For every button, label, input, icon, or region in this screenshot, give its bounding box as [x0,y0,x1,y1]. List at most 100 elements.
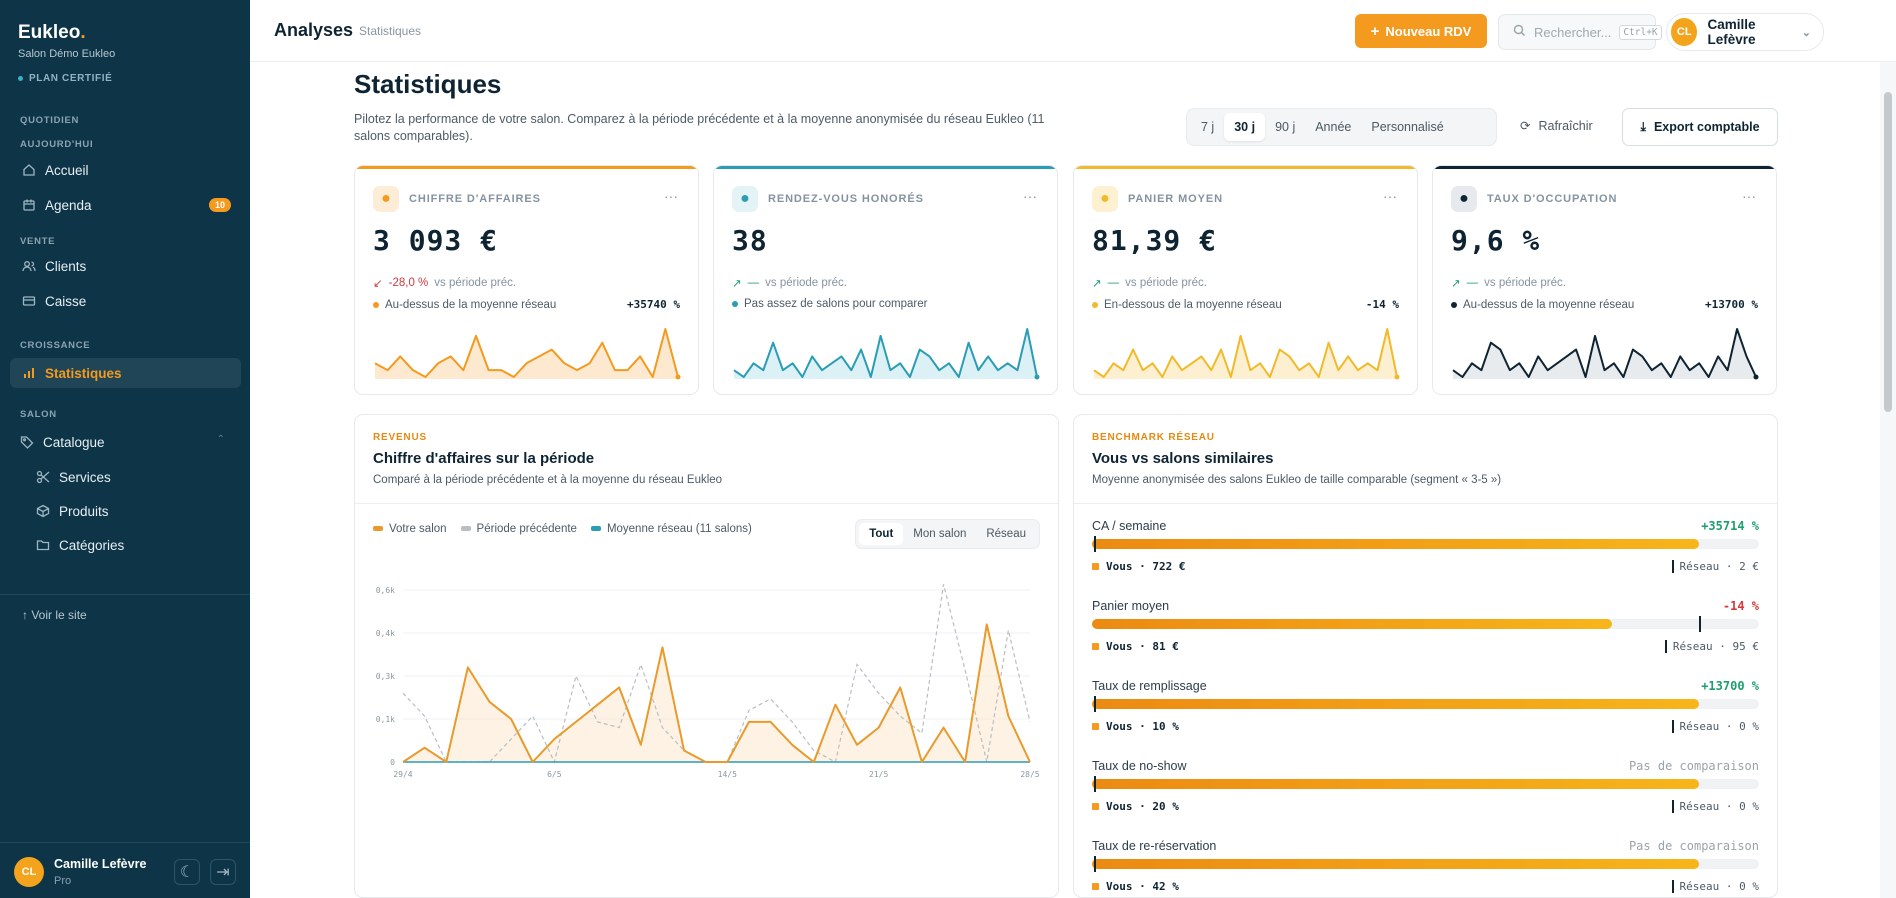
user-menu[interactable]: CL Camille Lefèvre ⌄ [1666,13,1824,51]
card-accent [1074,166,1417,169]
sidebar-item-services[interactable]: Services [24,462,241,492]
reseau-value: Réseau · 0 % [1671,720,1759,733]
panel-title: Chiffre d'affaires sur la période [373,450,595,467]
sidebar-item-label: Agenda [45,197,92,213]
period-option[interactable]: 30 j [1224,113,1266,141]
status-dot [1451,301,1457,308]
divider [1074,503,1777,504]
kpi-vs: vs période préc. [1125,277,1207,289]
status-dot [732,301,738,307]
series-line-periode-precedente [402,584,1031,764]
sidebar-item-categories[interactable]: Catégories [24,530,241,560]
logout-icon: ⇥ [216,864,230,881]
y-tick-label: 0,3k [376,672,395,681]
network-marker [1094,856,1096,872]
progress-track [1092,536,1759,552]
sparkline [1452,328,1759,380]
sparkline-area [1453,329,1756,379]
kpi-value: 9,6 % [1451,224,1541,257]
sidebar-item-label: Services [59,469,111,485]
plus-icon: + [1370,22,1380,40]
dark-mode-button[interactable]: ☾ [174,859,200,885]
kpi-card: ● PANIER MOYEN ··· 81,39 € ↗ — vs période … [1073,165,1418,395]
card-accent [714,166,1057,169]
kpi-vs: vs période préc. [1484,277,1566,289]
kpi-label: PANIER MOYEN [1128,193,1223,205]
new-appointment-button[interactable]: + Nouveau RDV [1355,14,1487,48]
sidebar-item-statistiques[interactable]: Statistiques [10,358,241,388]
kpi-delta: — [1107,277,1120,289]
metric-delta: +35714 % [1701,519,1759,533]
export-button[interactable]: ⤓ Export comptable [1622,108,1778,146]
kpi-label: CHIFFRE D'AFFAIRES [409,193,541,205]
bar-chart-icon [22,366,36,380]
period-option[interactable]: Personnalisé [1371,120,1444,134]
sparkline-line [733,328,1038,378]
sidebar-item-catalogue[interactable]: Catalogue ⌃ [8,427,239,457]
download-icon: ⤓ [1640,119,1646,134]
view-site-link[interactable]: ↑ Voir le site [22,608,87,622]
section-salon: SALON [20,409,57,420]
section-quotidien: QUOTIDIEN [20,115,80,126]
period-option[interactable]: 90 j [1275,120,1296,134]
panel-subtitle: Moyenne anonymisée des salons Eukleo de … [1092,474,1502,486]
series-tab[interactable]: Mon salon [913,528,967,540]
more-icon[interactable]: ··· [1742,188,1756,204]
period-option[interactable]: 7 j [1201,120,1215,134]
logout-button[interactable]: ⇥ [210,859,236,885]
y-tick-label: 0,1k [376,715,395,724]
avatar[interactable]: CL [14,857,44,887]
benchmark-percent: -14 % [1365,298,1399,311]
agenda-count-badge: 10 [208,198,231,212]
sidebar-item-label: Produits [59,503,109,519]
status-dot [1092,301,1098,308]
sidebar-item-label: Catalogue [43,434,105,450]
vous-value: Vous · 81 € [1092,640,1179,653]
sidebar-item-produits[interactable]: Produits [24,496,241,526]
benchmark-row: Taux de no-show Pas de comparaison Vous … [1092,759,1759,839]
vous-value: Vous · 20 % [1092,800,1179,813]
more-icon[interactable]: ··· [1023,188,1037,204]
reseau-value: Réseau · 0 % [1671,800,1759,813]
sidebar-item-clients[interactable]: Clients [10,251,241,281]
sidebar-item-label: Accueil [45,162,89,178]
kpi-card: ● RENDEZ-VOUS HONORÉS ··· 38 ↗ — vs périod… [713,165,1058,395]
cup-icon: ● [1092,186,1118,212]
section-croissance: CROISSANCE [20,340,91,351]
kpi-value: 3 093 € [373,224,499,257]
more-icon[interactable]: ··· [664,188,678,204]
scrollbar[interactable] [1880,62,1896,898]
metric-delta: +13700 % [1701,679,1759,693]
sidebar-item-caisse[interactable]: Caisse [10,286,241,316]
sparkline-line [1093,328,1398,378]
benchmark-text: Au-dessus de la moyenne réseau [1463,298,1635,311]
metric-delta: Pas de comparaison [1628,839,1759,853]
salon-name: Salon Démo Eukleo [18,48,116,60]
benchmark-percent: +35740 % [627,298,680,311]
sparkline-end-dot [1034,374,1040,380]
vous-value: Vous · 722 € [1092,560,1185,573]
sidebar-item-agenda[interactable]: Agenda 10 [10,190,241,220]
y-tick-label: 0,4k [376,629,395,638]
x-tick-label: 21/5 [869,770,888,779]
x-tick-label: 6/5 [547,770,562,779]
sparkline-area [375,329,678,379]
sidebar-item-label: Statistiques [45,365,122,381]
series-tab[interactable]: Réseau [986,528,1026,540]
folder-icon [36,538,50,552]
status-dot [373,301,379,308]
sidebar-item-label: Caisse [45,293,87,309]
refresh-button[interactable]: ⟳ Rafraîchir [1520,118,1593,134]
kpi-comparison: ↙ -28,0 % vs période préc. [373,276,516,290]
brand-logo[interactable]: Eukleo. [18,22,86,43]
series-tab[interactable]: Tout [859,523,904,545]
period-option[interactable]: Année [1315,120,1352,134]
search-input[interactable]: Rechercher... Ctrl+K [1498,14,1662,50]
progress-track [1092,616,1759,632]
kpi-vs: vs période préc. [765,277,847,289]
more-icon[interactable]: ··· [1383,188,1397,204]
sidebar-item-accueil[interactable]: Accueil [10,155,241,185]
series-area-votre-salon [403,624,1030,762]
scrollbar-thumb[interactable] [1884,92,1892,412]
section-aujourdhui: AUJOURD'HUI [20,139,94,150]
